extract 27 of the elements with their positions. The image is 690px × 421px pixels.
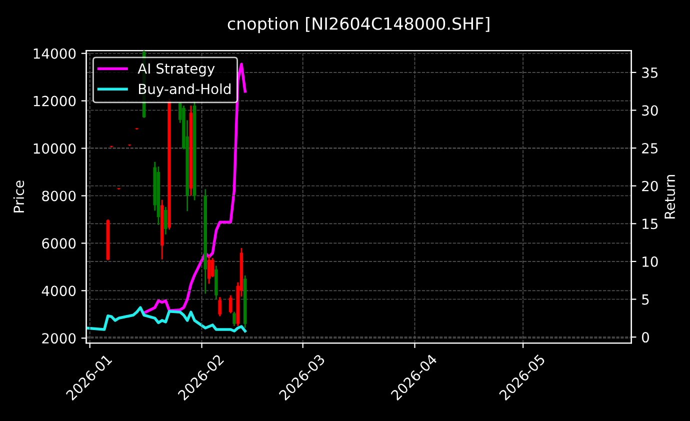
candlestick (210, 258, 214, 278)
y2-tick-label: 5 (642, 294, 649, 305)
y-tick-label: 14000 (34, 48, 76, 59)
candlestick (207, 256, 211, 284)
candlestick (229, 295, 232, 314)
y-axis-title: Price (13, 180, 24, 212)
candlestick (164, 206, 168, 234)
y-tick-label: 12000 (34, 96, 76, 106)
y-tick-label: 8000 (42, 190, 76, 202)
y2-tick-label: 10 (642, 256, 658, 267)
y-tick-label: 2000 (42, 333, 76, 344)
y2-tick-label: 25 (642, 143, 658, 154)
y2-tick-label: 30 (642, 105, 658, 116)
y2-axis-title: Return (664, 174, 676, 218)
y2-tick-label: 0 (642, 332, 649, 343)
y2-tick-label: 20 (642, 180, 658, 192)
candlestick (218, 297, 222, 316)
legend-label: AI Strategy (138, 63, 215, 76)
chart-title: cnoption [NI2604C148000.SHF] (228, 17, 490, 34)
legend-label: Buy-and-Hold (139, 83, 230, 97)
line-series (86, 306, 246, 332)
candlestick (232, 312, 236, 326)
y2-tick-label: 35 (642, 67, 658, 78)
y2-tick-label: 15 (642, 218, 658, 230)
y-tick-label: 6000 (42, 238, 76, 249)
y-tick-label: 4000 (42, 286, 76, 296)
y-tick-label: 10000 (34, 143, 76, 154)
